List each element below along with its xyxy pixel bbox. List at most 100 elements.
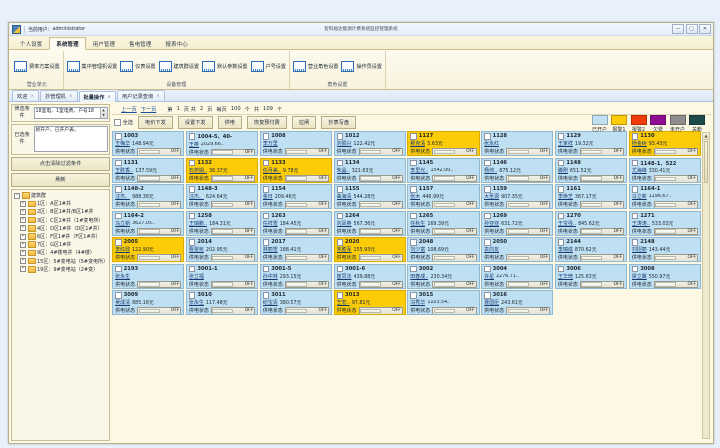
power-status-toggle[interactable]: OFF (653, 201, 698, 208)
customer-name-link[interactable]: 张永生 (115, 273, 131, 280)
power-status-toggle[interactable]: OFF (432, 227, 477, 235)
expand-icon[interactable]: + (20, 208, 26, 215)
meter-card-checkbox[interactable] (115, 133, 122, 140)
meter-card[interactable]: 2050袁向友供电状态OFF启用状态ON (481, 237, 554, 262)
maximize-icon[interactable]: ▢ (685, 24, 698, 34)
meter-card[interactable]: 3001-1张立福供电状态OFF启用状态ON (185, 263, 259, 289)
meter-card-checkbox[interactable] (631, 239, 639, 246)
tab-welcome[interactable]: 欢迎 × (12, 90, 40, 101)
power-status-toggle[interactable]: OFF (137, 201, 182, 208)
customer-name-link[interactable]: 马立新 (631, 194, 647, 201)
power-status-toggle[interactable]: OFF (210, 174, 256, 182)
close-icon[interactable]: × (107, 94, 111, 100)
clear-filter-button[interactable]: 点击清除过滤条件 (11, 156, 111, 171)
meter-card-checkbox[interactable] (188, 265, 196, 272)
customer-name-link[interactable]: 孙亚亚 (484, 220, 500, 227)
meter-card-checkbox[interactable] (484, 159, 491, 166)
select-all-control[interactable]: 全选 (114, 119, 133, 126)
ribbon-tab-users[interactable]: 用户管理 (92, 41, 116, 48)
customer-name-link[interactable]: 穆克清 (410, 141, 426, 148)
meter-card-checkbox[interactable] (631, 133, 639, 140)
customer-name-link[interactable]: 汪杰、 (115, 194, 131, 201)
power-status-toggle[interactable]: OFF (579, 148, 625, 155)
close-icon[interactable]: × (156, 93, 160, 99)
tree-node-zone-15[interactable]: + 15区：5#变电站（5#变电所） (13, 257, 108, 265)
ribbon-tab-reports[interactable]: 报表中心 (165, 41, 188, 48)
customer-name-link[interactable]: 许星 (484, 273, 495, 280)
customer-name-link[interactable]: 曹国臣 (484, 300, 500, 307)
meter-card-checkbox[interactable] (115, 159, 122, 166)
power-status-toggle[interactable]: OFF (432, 280, 477, 288)
customer-name-link[interactable]: 刘凤英 (336, 220, 352, 227)
meter-card-checkbox[interactable] (557, 265, 565, 272)
meter-card-checkbox[interactable] (631, 159, 639, 167)
expand-icon[interactable]: + (20, 258, 26, 265)
power-status-toggle[interactable]: OFF (284, 174, 329, 182)
power-status-toggle[interactable]: OFF (653, 280, 698, 288)
meter-card[interactable]: 1148-2汪杰、988.36元供电状态OFF启用状态ON (112, 184, 185, 209)
power-status-toggle[interactable]: OFF (210, 148, 256, 155)
power-status-toggle[interactable]: OFF (358, 227, 403, 235)
power-status-toggle[interactable]: OFF (432, 201, 477, 208)
power-status-toggle[interactable]: OFF (284, 254, 329, 261)
meter-card-checkbox[interactable] (557, 133, 565, 140)
meter-card-checkbox[interactable] (262, 292, 270, 299)
meter-card-checkbox[interactable] (484, 133, 491, 140)
meter-card-checkbox[interactable] (336, 239, 343, 246)
customer-name-link[interactable]: 任祥雪 (262, 220, 278, 227)
power-status-toggle[interactable]: OFF (579, 280, 625, 288)
meter-card-checkbox[interactable] (188, 292, 196, 299)
tree-node-zone-19[interactable]: + 19区：9#变电站（2#变） (13, 265, 108, 273)
customer-name-link[interactable]: 王宏.. (336, 300, 350, 307)
tree-node-zone-1[interactable]: + 1区：A区1#井 (13, 200, 108, 208)
customer-name-link[interactable]: 李红政 (115, 247, 131, 254)
meter-card-checkbox[interactable] (336, 133, 343, 140)
close-icon[interactable]: ✕ (699, 24, 711, 34)
scroll-spinner[interactable]: ▲ ▼ (99, 107, 107, 118)
power-status-toggle[interactable]: OFF (137, 280, 182, 288)
customer-name-link[interactable]: 杨帅.. (484, 167, 498, 174)
ribbon-item-business-role[interactable]: 营业角色设置 (292, 61, 338, 72)
tree-node-root[interactable]: − 建筑群 (13, 192, 108, 200)
tab-user-record-query[interactable]: 用户记录查询 × (116, 90, 165, 101)
tab-batch-operation[interactable]: 批量操作 × (78, 91, 116, 102)
customer-name-link[interactable]: 王胜香.. (115, 167, 134, 174)
meter-card-checkbox[interactable] (410, 133, 417, 140)
customer-name-link[interactable]: 李里光.. (410, 167, 429, 174)
meter-read-export-button[interactable]: 抄表写盘 (321, 116, 357, 129)
customer-name-link[interactable]: 王家祥 (557, 141, 573, 148)
meter-card-checkbox[interactable] (410, 265, 417, 272)
customer-name-link[interactable]: 王梅华 (115, 141, 131, 148)
customer-name-link[interactable]: 朱晶.. (336, 167, 350, 174)
power-status-toggle[interactable]: OFF (506, 148, 551, 155)
power-on-button[interactable]: 供电 (217, 116, 242, 129)
tab-read-concentrator[interactable]: 抄管理机 × (40, 90, 78, 101)
customer-name-link[interactable]: 石尧娟.. (188, 167, 208, 174)
next-page-link[interactable]: 下一页 (140, 106, 157, 113)
meter-card-checkbox[interactable] (336, 186, 343, 193)
